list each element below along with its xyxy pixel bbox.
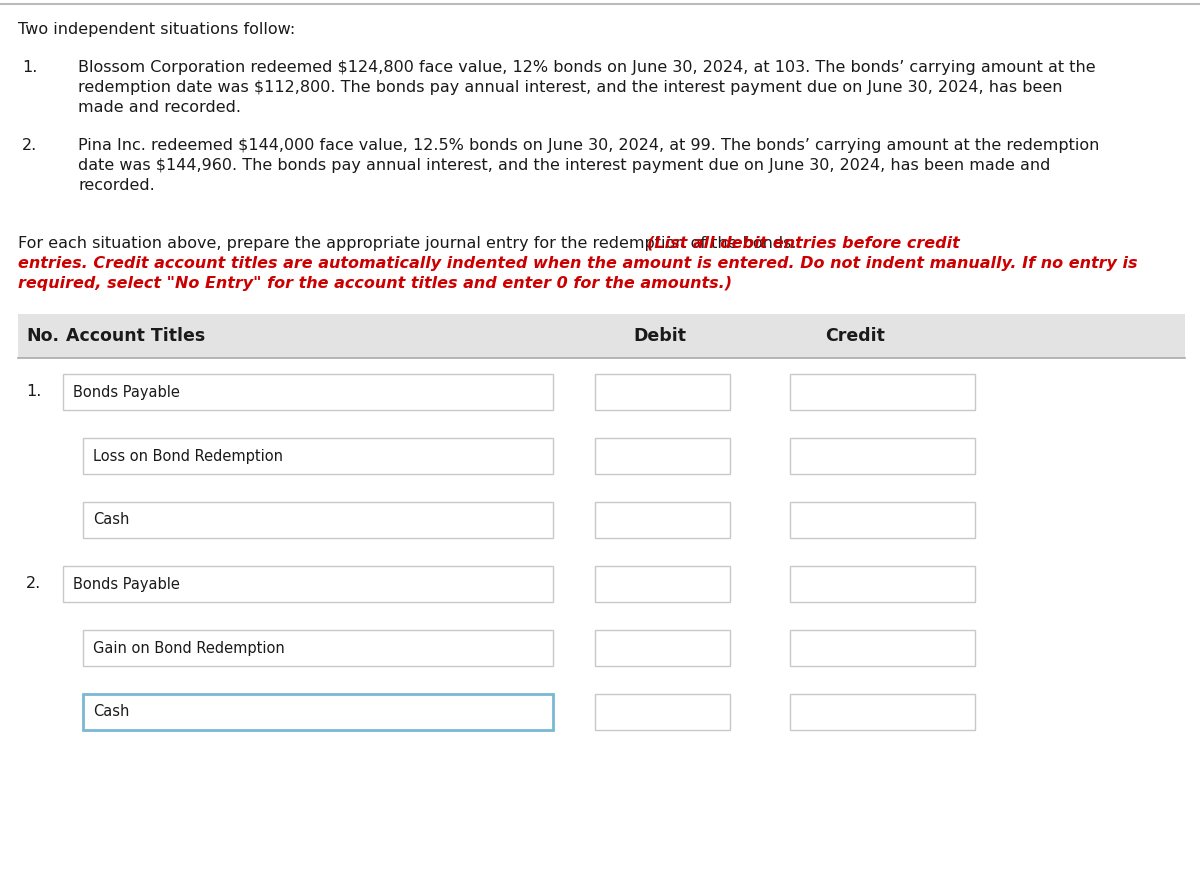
Bar: [595, 374, 730, 410]
Text: 2.: 2.: [22, 138, 37, 153]
Text: For each situation above, prepare the appropriate journal entry for the redempti: For each situation above, prepare the ap…: [18, 236, 802, 251]
Text: Debit: Debit: [634, 327, 686, 345]
Bar: [64, 566, 553, 602]
Bar: [595, 630, 730, 666]
Text: Account Titles: Account Titles: [66, 327, 205, 345]
Bar: [83, 694, 553, 730]
Bar: [790, 374, 974, 410]
Bar: [595, 438, 730, 474]
Bar: [595, 566, 730, 602]
Text: Blossom Corporation redeemed $124,800 face value, 12% bonds on June 30, 2024, at: Blossom Corporation redeemed $124,800 fa…: [78, 60, 1096, 75]
Text: 2.: 2.: [26, 576, 41, 591]
Text: Credit: Credit: [826, 327, 884, 345]
Text: entries. Credit account titles are automatically indented when the amount is ent: entries. Credit account titles are autom…: [18, 256, 1138, 271]
Text: Cash: Cash: [94, 512, 130, 527]
Bar: [18, 314, 1186, 358]
Text: made and recorded.: made and recorded.: [78, 100, 241, 115]
Bar: [83, 502, 553, 538]
Text: Loss on Bond Redemption: Loss on Bond Redemption: [94, 448, 283, 463]
Bar: [595, 694, 730, 730]
Bar: [83, 438, 553, 474]
Text: redemption date was $112,800. The bonds pay annual interest, and the interest pa: redemption date was $112,800. The bonds …: [78, 80, 1062, 95]
Text: 1.: 1.: [22, 60, 37, 75]
Bar: [790, 694, 974, 730]
Text: (List all debit entries before credit: (List all debit entries before credit: [647, 236, 959, 251]
Bar: [790, 438, 974, 474]
Text: Cash: Cash: [94, 704, 130, 719]
Text: No.: No.: [26, 327, 59, 345]
Bar: [595, 502, 730, 538]
Text: Gain on Bond Redemption: Gain on Bond Redemption: [94, 640, 284, 655]
Bar: [64, 374, 553, 410]
Bar: [790, 630, 974, 666]
Bar: [83, 630, 553, 666]
Text: Bonds Payable: Bonds Payable: [73, 385, 180, 399]
Text: required, select "No Entry" for the account titles and enter 0 for the amounts.): required, select "No Entry" for the acco…: [18, 276, 732, 291]
Text: date was $144,960. The bonds pay annual interest, and the interest payment due o: date was $144,960. The bonds pay annual …: [78, 158, 1050, 173]
Text: recorded.: recorded.: [78, 178, 155, 193]
Text: Two independent situations follow:: Two independent situations follow:: [18, 22, 295, 37]
Text: Pina Inc. redeemed $144,000 face value, 12.5% bonds on June 30, 2024, at 99. The: Pina Inc. redeemed $144,000 face value, …: [78, 138, 1099, 153]
Text: Bonds Payable: Bonds Payable: [73, 576, 180, 591]
Bar: [790, 502, 974, 538]
Text: 1.: 1.: [26, 385, 41, 399]
Bar: [790, 566, 974, 602]
